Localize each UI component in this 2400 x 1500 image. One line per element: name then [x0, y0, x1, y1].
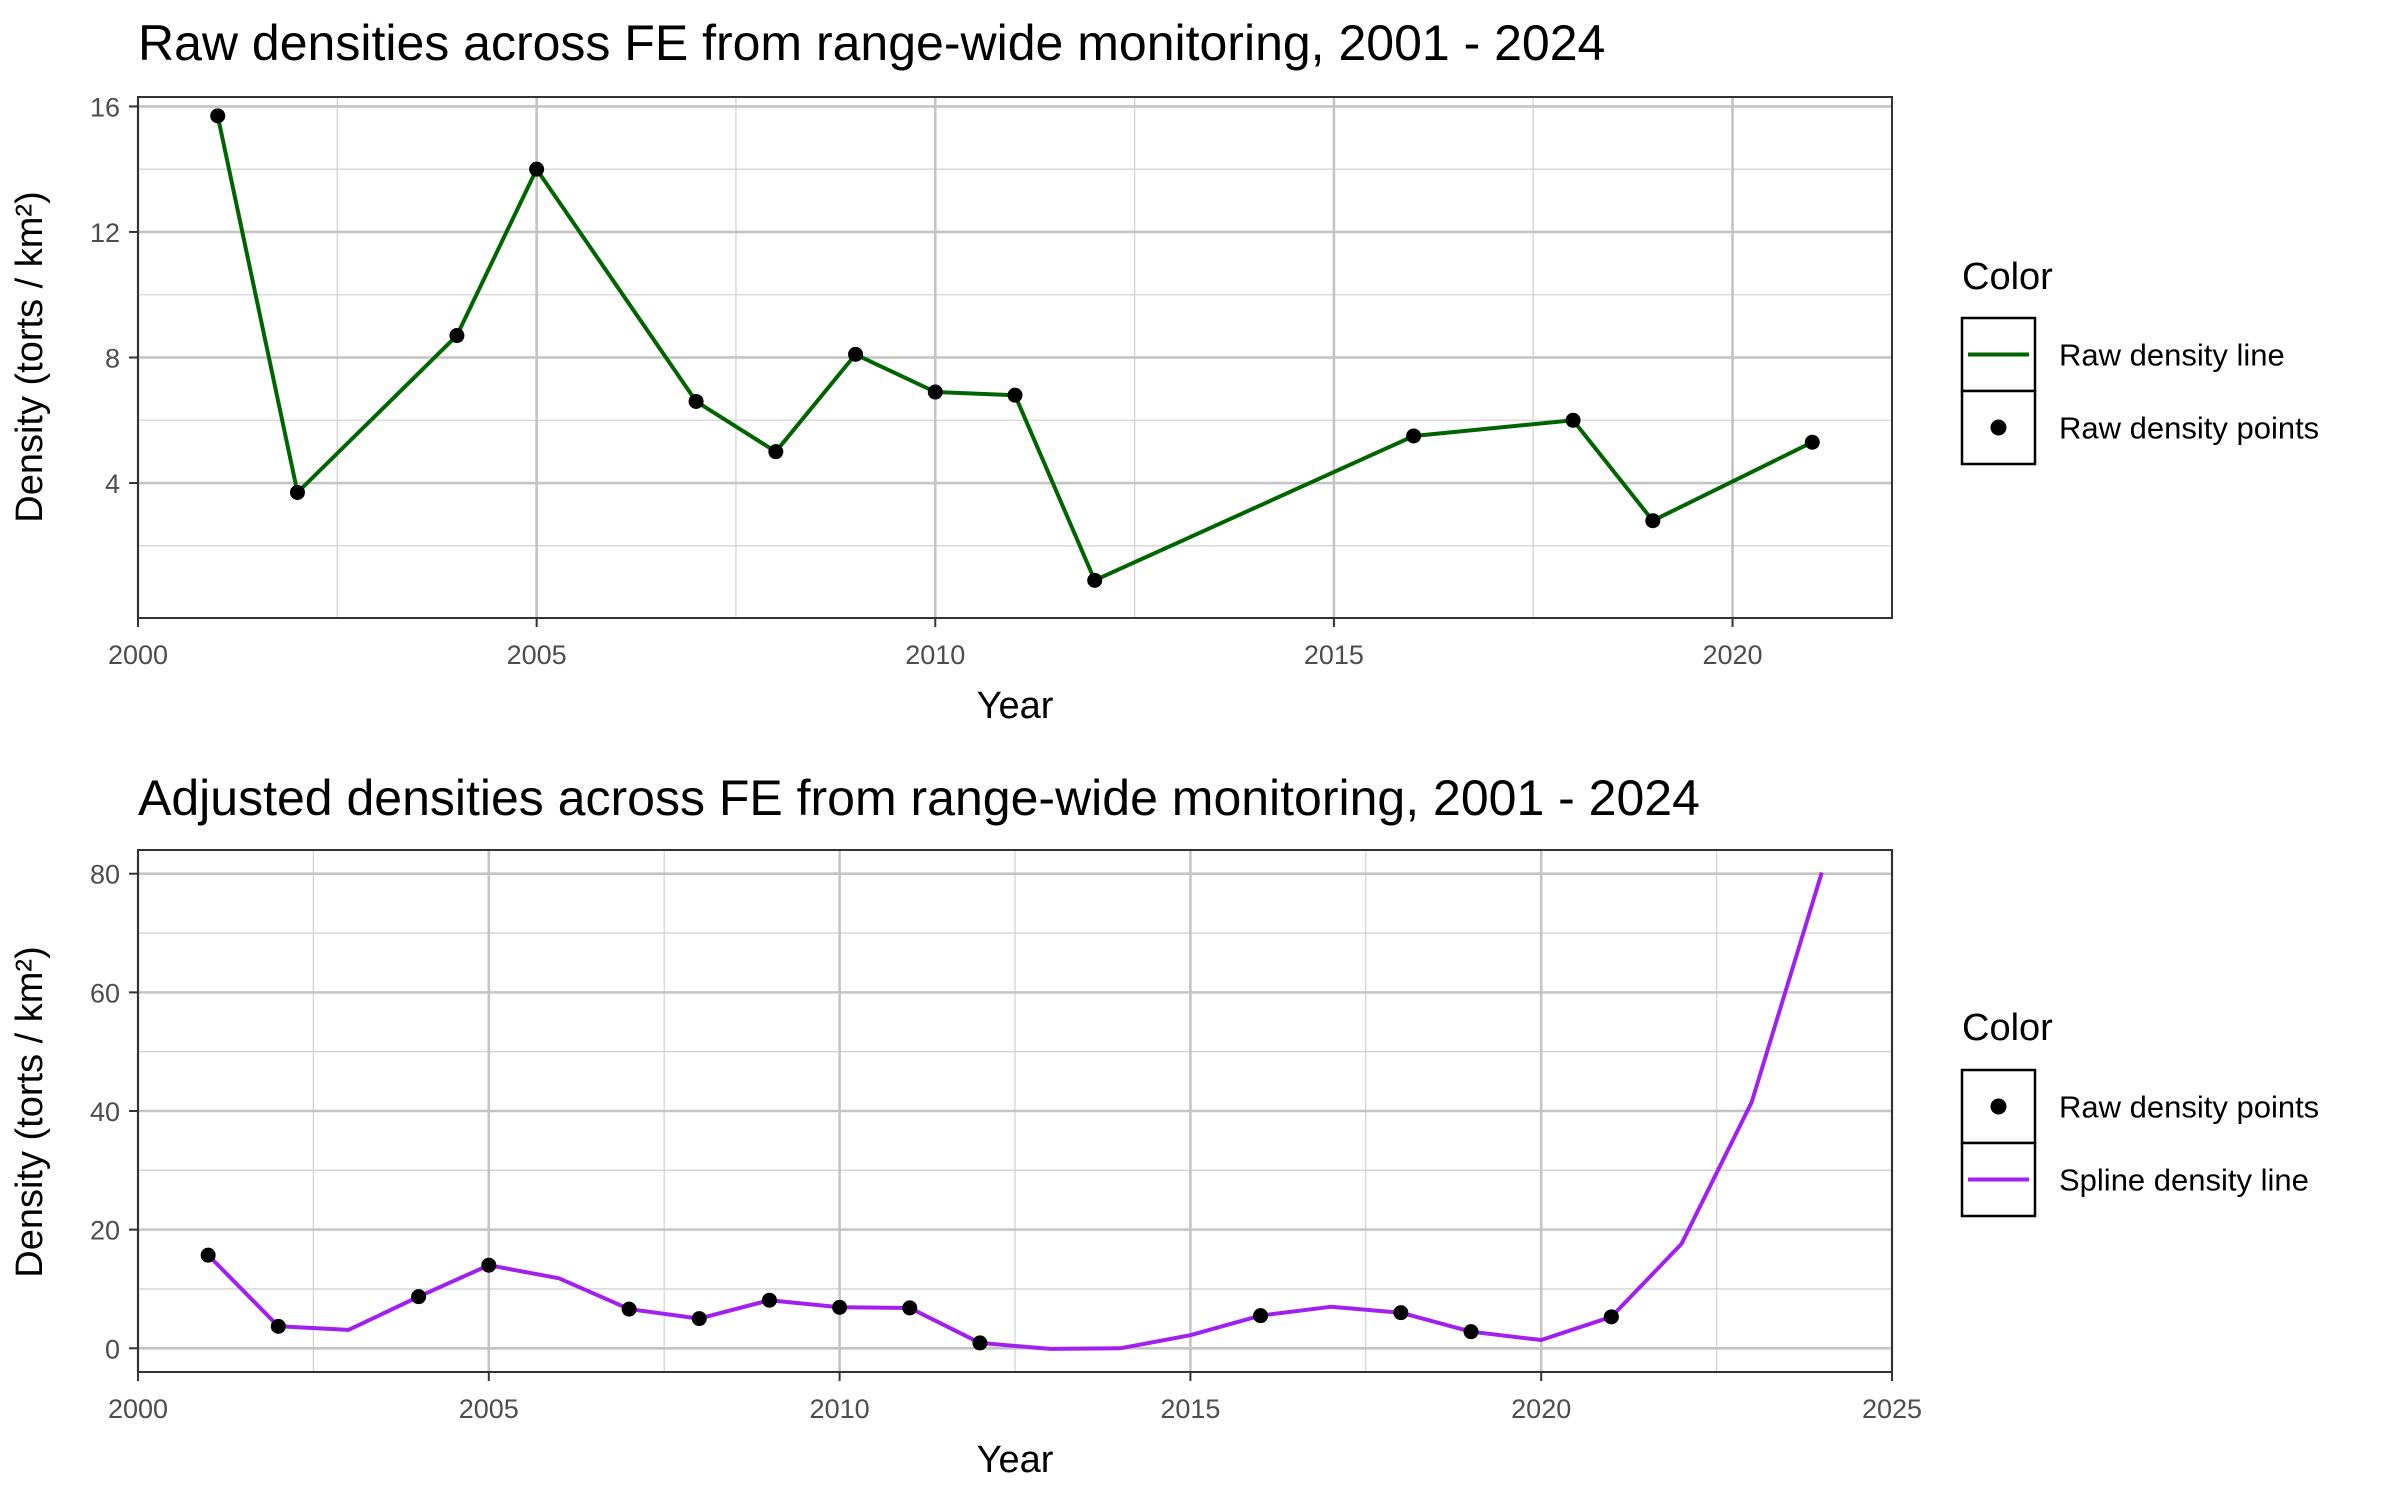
y-tick-label: 40: [90, 1097, 120, 1127]
axes: 2000 2005 2010 2015 2020 4 8 12 16: [90, 92, 1763, 670]
series-points: [210, 108, 1820, 588]
data-point: [927, 384, 943, 400]
legend: Color Raw density line Raw density points: [1960, 256, 2319, 466]
data-point: [848, 346, 864, 362]
data-point: [1007, 387, 1023, 403]
data-point: [270, 1318, 286, 1334]
data-point: [621, 1301, 637, 1317]
data-point: [200, 1247, 216, 1263]
data-point: [1463, 1324, 1479, 1340]
legend-item-label: Raw density points: [2059, 1090, 2319, 1125]
x-tick-label: 2005: [459, 1394, 519, 1424]
y-tick-label: 0: [105, 1334, 120, 1364]
y-tick-label: 60: [90, 978, 120, 1008]
chart-title: Adjusted densities across FE from range-…: [138, 770, 1700, 826]
grid-lines: [136, 850, 1894, 1372]
legend-key-point: [1990, 1098, 2007, 1115]
y-tick-label: 12: [90, 218, 120, 248]
y-tick-label: 4: [105, 469, 120, 499]
legend: Color Raw density points Spline density li…: [1960, 1007, 2319, 1218]
chart-title: Raw densities across FE from range-wide …: [138, 15, 1605, 71]
x-tick-label: 2000: [108, 640, 168, 670]
data-point: [1406, 428, 1422, 444]
legend-item-label: Raw density points: [2059, 411, 2319, 446]
x-tick-label: 2015: [1160, 1394, 1220, 1424]
series-points: [200, 1247, 1619, 1351]
x-tick-label: 2005: [507, 640, 567, 670]
data-point: [691, 1311, 707, 1327]
legend-item-label: Raw density line: [2059, 338, 2285, 373]
x-axis-label: Year: [977, 1439, 1054, 1481]
x-tick-label: 2025: [1862, 1394, 1922, 1424]
x-tick-label: 2000: [108, 1394, 168, 1424]
chart-panel-2: 2000 2005 2010 2015 2020 2025 0 20 40 60 80 Adjuste…: [9, 770, 2319, 1481]
data-point: [1603, 1309, 1619, 1325]
y-axis-label: Density (torts / km²): [9, 191, 51, 522]
series-line: [215, 115, 1814, 583]
data-point: [1645, 513, 1661, 529]
data-point: [1393, 1305, 1409, 1321]
axes: 2000 2005 2010 2015 2020 2025 0 20 40 60 80: [90, 860, 1922, 1424]
data-point: [529, 161, 545, 177]
data-point: [210, 108, 226, 124]
data-point: [1565, 412, 1581, 428]
series-line: [206, 871, 1824, 1351]
y-tick-label: 8: [105, 344, 120, 374]
data-point: [411, 1289, 427, 1305]
y-tick-label: 20: [90, 1216, 120, 1246]
data-point: [902, 1300, 918, 1316]
legend-title: Color: [1962, 1007, 2053, 1049]
data-point: [972, 1335, 988, 1351]
data-point: [1804, 434, 1820, 450]
data-point: [481, 1257, 497, 1273]
x-tick-label: 2010: [810, 1394, 870, 1424]
data-point: [761, 1292, 777, 1308]
data-point: [449, 328, 465, 344]
data-point: [289, 484, 305, 500]
x-tick-label: 2020: [1511, 1394, 1571, 1424]
y-tick-label: 16: [90, 92, 120, 122]
legend-title: Color: [1962, 256, 2053, 298]
chart-panel-1: 2000 2005 2010 2015 2020 4 8 12 16 Raw densities …: [9, 15, 2319, 727]
legend-item-label: Spline density line: [2059, 1163, 2309, 1198]
x-axis-label: Year: [977, 685, 1054, 727]
data-point: [768, 444, 784, 460]
y-tick-label: 80: [90, 860, 120, 890]
x-tick-label: 2015: [1304, 640, 1364, 670]
y-axis-label: Density (torts / km²): [9, 946, 51, 1277]
data-point: [832, 1299, 848, 1315]
data-point: [1087, 572, 1103, 588]
x-tick-label: 2020: [1703, 640, 1763, 670]
x-tick-label: 2010: [905, 640, 965, 670]
data-point: [688, 393, 704, 409]
data-point: [1253, 1308, 1269, 1324]
legend-key-point: [1990, 419, 2007, 436]
